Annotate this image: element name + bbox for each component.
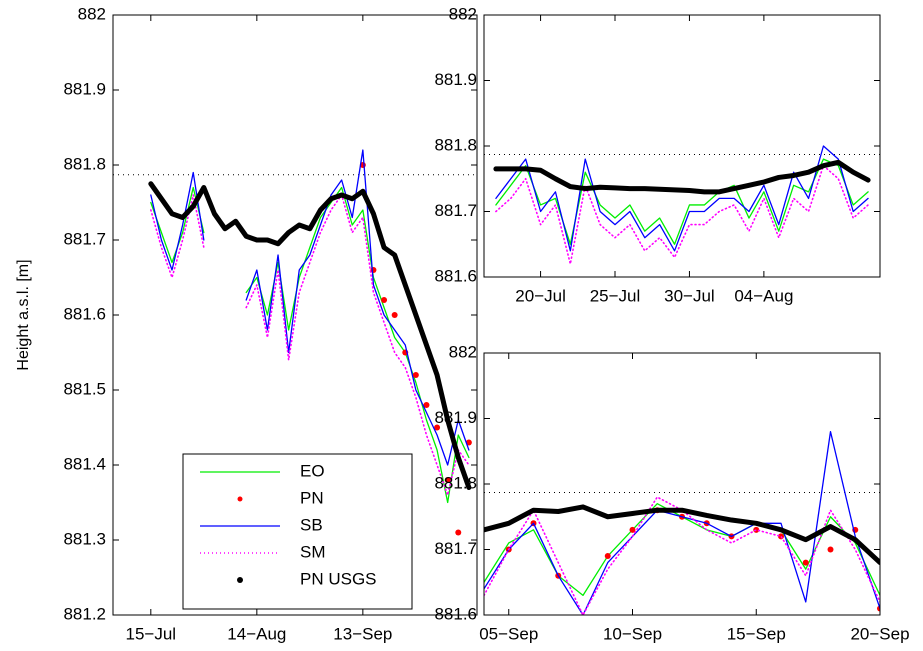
- x-tick-label: 15−Sep: [727, 624, 786, 643]
- series-line: [150, 194, 205, 279]
- series-line: [245, 186, 470, 504]
- series-line: [495, 145, 869, 252]
- data-point: [423, 402, 430, 408]
- series-line: [495, 164, 869, 265]
- x-tick-label: 10−Sep: [603, 624, 662, 643]
- x-tick-label: 20−Sep: [850, 624, 909, 643]
- series-line: [495, 158, 869, 245]
- series-line: [148, 181, 472, 490]
- legend-box: [182, 453, 413, 610]
- series-line: [493, 159, 871, 195]
- legend-label: SM: [300, 542, 326, 561]
- y-tick-label: 881.6: [434, 266, 477, 285]
- data-point: [391, 312, 398, 318]
- y-tick-label: 881.6: [434, 604, 477, 623]
- y-tick-label: 881.8: [63, 154, 106, 173]
- series-line: [484, 496, 880, 615]
- data-point: [604, 553, 611, 560]
- legend-marker: [237, 577, 243, 583]
- series-line: [245, 194, 470, 496]
- y-tick-label: 881.7: [434, 539, 477, 558]
- y-tick-label: 881.7: [434, 201, 477, 220]
- data-point: [629, 526, 636, 533]
- data-point: [434, 424, 441, 431]
- y-tick-label: 881.7: [63, 229, 106, 248]
- x-tick-label: 30−Jul: [664, 286, 715, 305]
- y-tick-label: 882: [78, 4, 106, 23]
- y-axis-label: Height a.s.l. [m]: [15, 259, 32, 370]
- series-line: [484, 430, 880, 615]
- x-tick-label: 25−Jul: [590, 286, 641, 305]
- data-point: [381, 297, 388, 303]
- data-point: [412, 372, 419, 378]
- plot-area: [484, 430, 880, 615]
- y-tick-label: 881.6: [63, 304, 106, 323]
- plot-area: [484, 145, 880, 265]
- data-point: [827, 546, 834, 553]
- y-tick-label: 881.2: [63, 604, 106, 623]
- y-tick-label: 881.9: [63, 79, 106, 98]
- x-tick-label: 04−Aug: [734, 286, 793, 305]
- x-tick-label: 20−Jul: [515, 286, 566, 305]
- y-tick-label: 881.8: [434, 135, 477, 154]
- x-tick-label: 14−Aug: [227, 624, 286, 643]
- y-tick-label: 881.4: [63, 454, 106, 473]
- x-tick-label: 05−Sep: [479, 624, 538, 643]
- plot-area: [113, 149, 477, 536]
- axes-box: [483, 14, 881, 278]
- y-tick-label: 881.9: [434, 408, 477, 427]
- y-tick-label: 882: [449, 4, 477, 23]
- y-tick-label: 881.3: [63, 529, 106, 548]
- legend-label: SB: [300, 515, 323, 534]
- series-line: [484, 504, 880, 566]
- data-point: [802, 559, 809, 566]
- y-tick-label: 881.8: [434, 473, 477, 492]
- legend-label: PN USGS: [300, 569, 377, 588]
- series-line: [245, 149, 470, 466]
- x-tick-label: 15−Jul: [126, 624, 177, 643]
- y-tick-label: 881.5: [63, 379, 106, 398]
- y-tick-label: 882: [449, 342, 477, 361]
- series-line: [150, 171, 205, 271]
- data-point: [444, 477, 451, 483]
- y-tick-label: 881.9: [434, 70, 477, 89]
- legend-label: PN: [300, 488, 324, 507]
- legend-label: EO: [300, 461, 325, 480]
- axes-box: [483, 352, 881, 616]
- x-tick-label: 13−Sep: [333, 624, 392, 643]
- data-point: [455, 529, 462, 536]
- legend-marker: [237, 496, 243, 502]
